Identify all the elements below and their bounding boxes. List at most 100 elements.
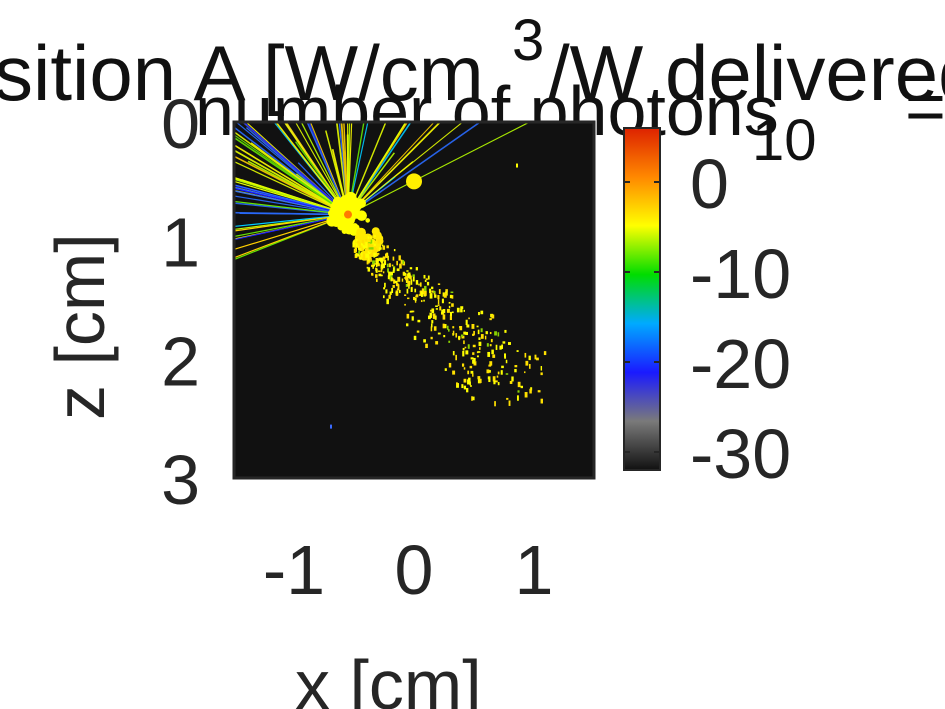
photon-ray xyxy=(294,122,349,215)
colorbar-exponent: 10 xyxy=(752,108,817,173)
photon-scatter xyxy=(467,379,470,385)
photon-scatter xyxy=(358,246,361,251)
photon-ray xyxy=(347,122,442,216)
photon-scatter xyxy=(451,311,454,314)
photon-scatter xyxy=(437,299,440,305)
photon-scatter xyxy=(472,344,476,348)
photon-scatter xyxy=(419,290,423,295)
photon-ray xyxy=(306,122,349,215)
photon-scatter xyxy=(480,334,484,339)
photon-scatter xyxy=(448,301,451,304)
photon-scatter xyxy=(365,247,368,250)
photon-scatter xyxy=(369,243,372,246)
photon-scatter xyxy=(451,295,454,299)
photon-scatter xyxy=(424,279,427,282)
photon-scatter xyxy=(494,401,496,407)
photon-scatter xyxy=(415,294,419,298)
photon-scatter xyxy=(460,306,464,309)
photon-scatter xyxy=(378,257,381,261)
photon-scatter xyxy=(355,252,358,257)
photon-scatter xyxy=(524,352,527,358)
photon-scatter xyxy=(466,387,469,393)
photon-scatter xyxy=(465,350,469,355)
photon-scatter xyxy=(383,259,386,262)
photon-scatter xyxy=(430,326,433,332)
photon-scatter xyxy=(445,289,448,292)
photon-ray xyxy=(234,213,349,251)
photon-scatter xyxy=(423,274,426,279)
photon-scatter xyxy=(452,326,455,329)
photon-scatter xyxy=(388,271,391,277)
photon-core xyxy=(354,213,360,219)
photon-scatter xyxy=(375,274,378,278)
photon-scatter xyxy=(524,371,526,374)
photon-scatter xyxy=(407,272,411,278)
photon-scatter xyxy=(377,260,379,264)
photon-core xyxy=(329,205,341,217)
photon-scatter xyxy=(377,263,380,267)
photon-ray xyxy=(274,122,349,216)
photon-scatter xyxy=(495,344,498,350)
photon-scatter xyxy=(359,257,362,260)
photon-scatter xyxy=(375,278,378,282)
photon-scatter xyxy=(465,331,468,336)
photon-scatter xyxy=(479,347,481,350)
photon-scatter xyxy=(491,349,494,355)
photon-core xyxy=(350,200,362,212)
photon-ray xyxy=(234,136,349,216)
photon-scatter xyxy=(489,331,492,335)
x-tick-label: 0 xyxy=(395,531,434,609)
photon-scatter xyxy=(388,294,391,299)
photon-scatter xyxy=(528,355,531,361)
photon-scatter xyxy=(386,245,389,249)
photon-scatter xyxy=(437,295,440,300)
photon-scatter xyxy=(448,340,451,343)
photon-scatter xyxy=(358,254,362,259)
photon-scatter xyxy=(468,317,470,320)
photon-scatter xyxy=(489,318,492,321)
photon-scatter xyxy=(386,263,389,268)
photon-scatter xyxy=(399,263,402,269)
photon-scatter xyxy=(448,329,450,332)
x-tick-label: -1 xyxy=(263,531,325,609)
photon-core xyxy=(371,227,380,236)
photon-scatter xyxy=(456,307,460,313)
photon-scatter xyxy=(374,263,377,265)
photon-ray xyxy=(241,122,349,216)
photon-scatter xyxy=(406,288,409,294)
photon-scatter xyxy=(380,239,383,243)
photon-ray xyxy=(234,184,349,216)
photon-scatter xyxy=(442,309,446,314)
photon-scatter xyxy=(361,239,365,244)
photon-scatter xyxy=(437,304,440,306)
photon-scatter xyxy=(396,260,398,266)
photon-scatter xyxy=(372,239,374,245)
photon-scatter xyxy=(505,373,509,375)
photon-scatter xyxy=(370,243,373,245)
photon-scatter xyxy=(478,341,482,347)
photon-scatter xyxy=(534,354,537,360)
colorbar-tick-label: 0 xyxy=(690,145,729,223)
photon-scatter xyxy=(367,236,370,239)
photon-scatter xyxy=(444,368,447,371)
photon-scatter xyxy=(476,325,479,328)
photon-scatter xyxy=(429,288,432,294)
photon-scatter xyxy=(520,385,524,389)
photon-scatter xyxy=(543,351,547,356)
y-tick-label: 3 xyxy=(161,441,200,519)
photon-scatter xyxy=(389,276,391,281)
photon-scatter xyxy=(480,310,484,315)
photon-scatter xyxy=(516,350,519,352)
photon-speck xyxy=(450,311,452,316)
title-line-1: sition A [W/cm xyxy=(0,29,484,117)
photon-scatter xyxy=(425,343,428,349)
photon-scatter xyxy=(463,367,466,370)
photon-scatter xyxy=(371,272,374,276)
photon-scatter xyxy=(487,351,491,357)
photon-core xyxy=(365,218,371,223)
photon-scatter xyxy=(423,339,426,343)
photon-scatter xyxy=(396,268,400,272)
photon-scatter xyxy=(430,323,433,328)
